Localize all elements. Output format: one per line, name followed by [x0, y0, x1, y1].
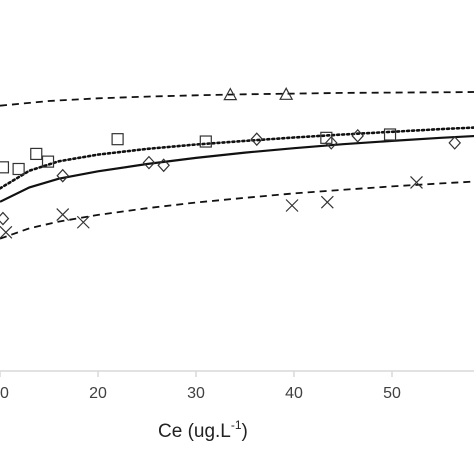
data-point-x: [410, 175, 423, 189]
data-point-diamond: [250, 132, 264, 147]
x-tick-label: 20: [89, 385, 107, 402]
x-tick-label: 40: [285, 385, 303, 402]
x-axis-title: Ce (ug.L-1): [158, 418, 248, 442]
data-point-square: [0, 161, 10, 174]
data-point-diamond: [351, 128, 365, 143]
data-point-diamond: [324, 135, 338, 150]
fit-curve-diamond: [0, 134, 474, 203]
data-point-square: [41, 155, 55, 168]
data-point-square: [12, 162, 25, 176]
data-point-square: [383, 128, 397, 141]
data-point-diamond: [0, 211, 10, 226]
data-point-diamond: [448, 135, 462, 150]
fit-curve-x: [0, 180, 474, 240]
data-point-x: [76, 215, 90, 229]
x-tick-label: 50: [383, 385, 401, 402]
data-point-triangle: [223, 87, 238, 101]
data-point-x: [285, 199, 299, 212]
data-point-diamond: [56, 168, 70, 183]
data-point-square: [199, 135, 212, 148]
data-markers: [0, 87, 462, 239]
x-tick-label: 30: [187, 385, 205, 402]
data-point-x: [0, 225, 13, 239]
fit-curve-square: [0, 126, 474, 190]
data-point-diamond: [157, 158, 170, 173]
x-tick-label: 10: [0, 385, 9, 402]
fit-curve-triangle: [0, 91, 474, 107]
data-point-diamond: [142, 155, 156, 170]
data-point-x: [320, 195, 334, 209]
fit-curves: [0, 91, 474, 240]
data-point-x: [56, 208, 70, 221]
data-point-square: [111, 133, 124, 146]
data-point-triangle: [279, 87, 294, 100]
x-axis-ticks: 10 20 30 40 50: [0, 371, 401, 402]
data-point-square: [30, 147, 43, 161]
